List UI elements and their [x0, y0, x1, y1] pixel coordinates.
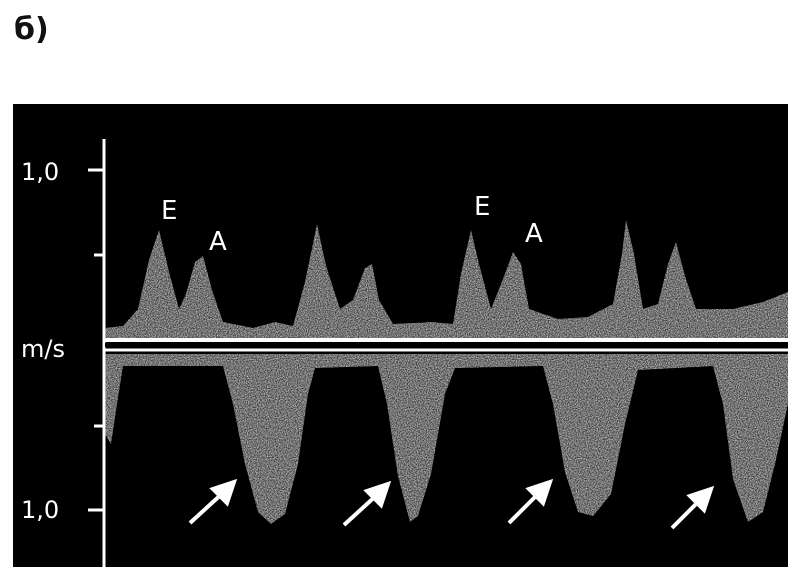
arrow-icon — [188, 478, 238, 525]
arrow-icon — [670, 485, 715, 530]
a-wave-label-1: A — [209, 227, 227, 257]
e-wave-label-2: E — [474, 192, 491, 222]
reverse-flow-envelope — [105, 354, 788, 524]
doppler-spectrum-image: 1,0 m/s 1,0 E A E A — [13, 104, 788, 567]
top-scale-label: 1,0 — [21, 158, 60, 186]
e-wave-label-1: E — [161, 196, 178, 226]
doppler-spectrum-svg — [88, 139, 788, 567]
forward-flow-envelope — [105, 220, 788, 342]
a-wave-label-2: A — [525, 219, 543, 249]
velocity-axis — [88, 139, 106, 567]
arrow-icons — [188, 478, 715, 530]
lower-spectrum — [105, 354, 788, 524]
upper-spectrum — [105, 220, 788, 342]
bottom-scale-label: 1,0 — [21, 496, 60, 524]
zero-baseline — [105, 338, 788, 352]
arrow-icon — [507, 478, 554, 525]
arrow-icon — [342, 480, 392, 527]
unit-label: m/s — [21, 335, 65, 363]
panel-label: б) — [14, 12, 49, 47]
